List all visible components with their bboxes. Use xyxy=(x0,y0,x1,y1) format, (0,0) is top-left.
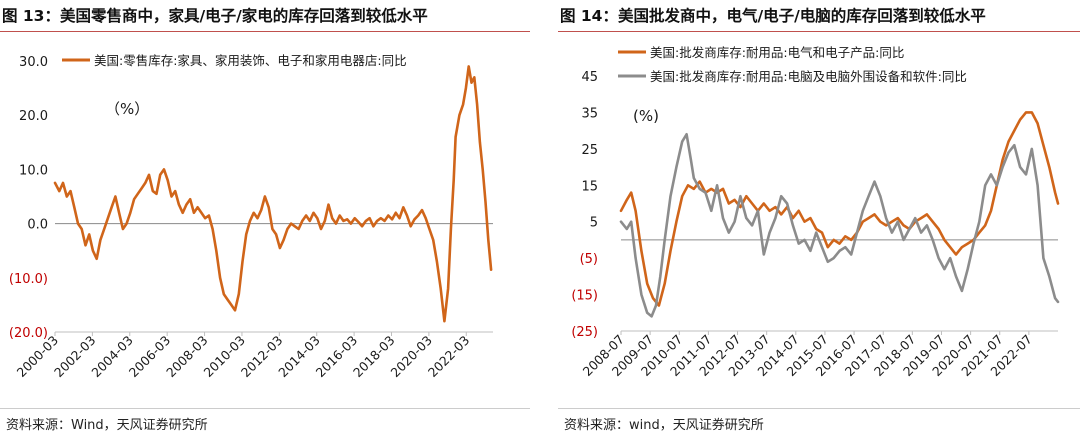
y-tick-label: (5) xyxy=(580,252,598,267)
chart-14: 453525155(5)(15)(25)2008-072009-072010-0… xyxy=(571,45,1060,379)
figure-14-panel: 图 14：美国批发商中，电气/电子/电脑的库存回落到较低水平 45 35 25 15 5… xyxy=(558,0,1080,440)
series-line xyxy=(619,133,1060,318)
figure-title: 图 13：美国零售商中，家具/电子/家电的库存回落到较低水平 xyxy=(2,7,428,25)
source-divider xyxy=(0,408,530,409)
y-tick-label: 10.0 xyxy=(19,163,48,178)
source-divider xyxy=(558,408,1080,409)
source-note: 资料来源：Wind，天风证券研究所 xyxy=(6,418,208,433)
y-tick-label: 20.0 xyxy=(19,109,48,124)
source-note: 资料来源：wind，天风证券研究所 xyxy=(564,418,764,433)
y-tick-label: 25 xyxy=(581,143,598,158)
title-divider xyxy=(0,31,530,32)
y-tick-label: 35 xyxy=(581,106,598,121)
y-tick-label: (25) xyxy=(571,325,598,340)
y-tick-label: (15) xyxy=(571,289,598,304)
figure-13-panel: 图 13：美国零售商中，家具/电子/家电的库存回落到较低水平 30.0 20.0 1… xyxy=(0,0,530,440)
y-tick-label: 0.0 xyxy=(27,218,48,233)
y-tick-label: 30.0 xyxy=(19,55,48,70)
y-tick-label: 45 xyxy=(581,70,598,85)
y-tick-label: (10.0) xyxy=(9,272,48,287)
series-line xyxy=(619,111,1060,307)
title-divider xyxy=(558,31,1080,32)
figure-title: 图 14：美国批发商中，电气/电子/电脑的库存回落到较低水平 xyxy=(560,7,986,25)
y-tick-label: 5 xyxy=(590,216,598,231)
legend-label: 美国:批发商库存:耐用品:电脑及电脑外围设备和软件:同比 xyxy=(650,69,967,84)
unit-label: (%) xyxy=(633,107,659,125)
chart-13: 30.020.010.00.0(10.0)(20.0)2000-032002-0… xyxy=(9,53,493,381)
series-line xyxy=(53,65,493,323)
y-tick-label: 15 xyxy=(581,179,598,194)
x-tick-label: 2022-03 xyxy=(425,333,473,381)
y-tick-label: (20.0) xyxy=(9,326,48,341)
unit-label: （%） xyxy=(105,100,149,118)
legend-label: 美国:批发商库存:耐用品:电气和电子产品:同比 xyxy=(650,45,904,60)
legend-label: 美国:零售库存:家具、家用装饰、电子和家用电器店:同比 xyxy=(94,53,407,68)
